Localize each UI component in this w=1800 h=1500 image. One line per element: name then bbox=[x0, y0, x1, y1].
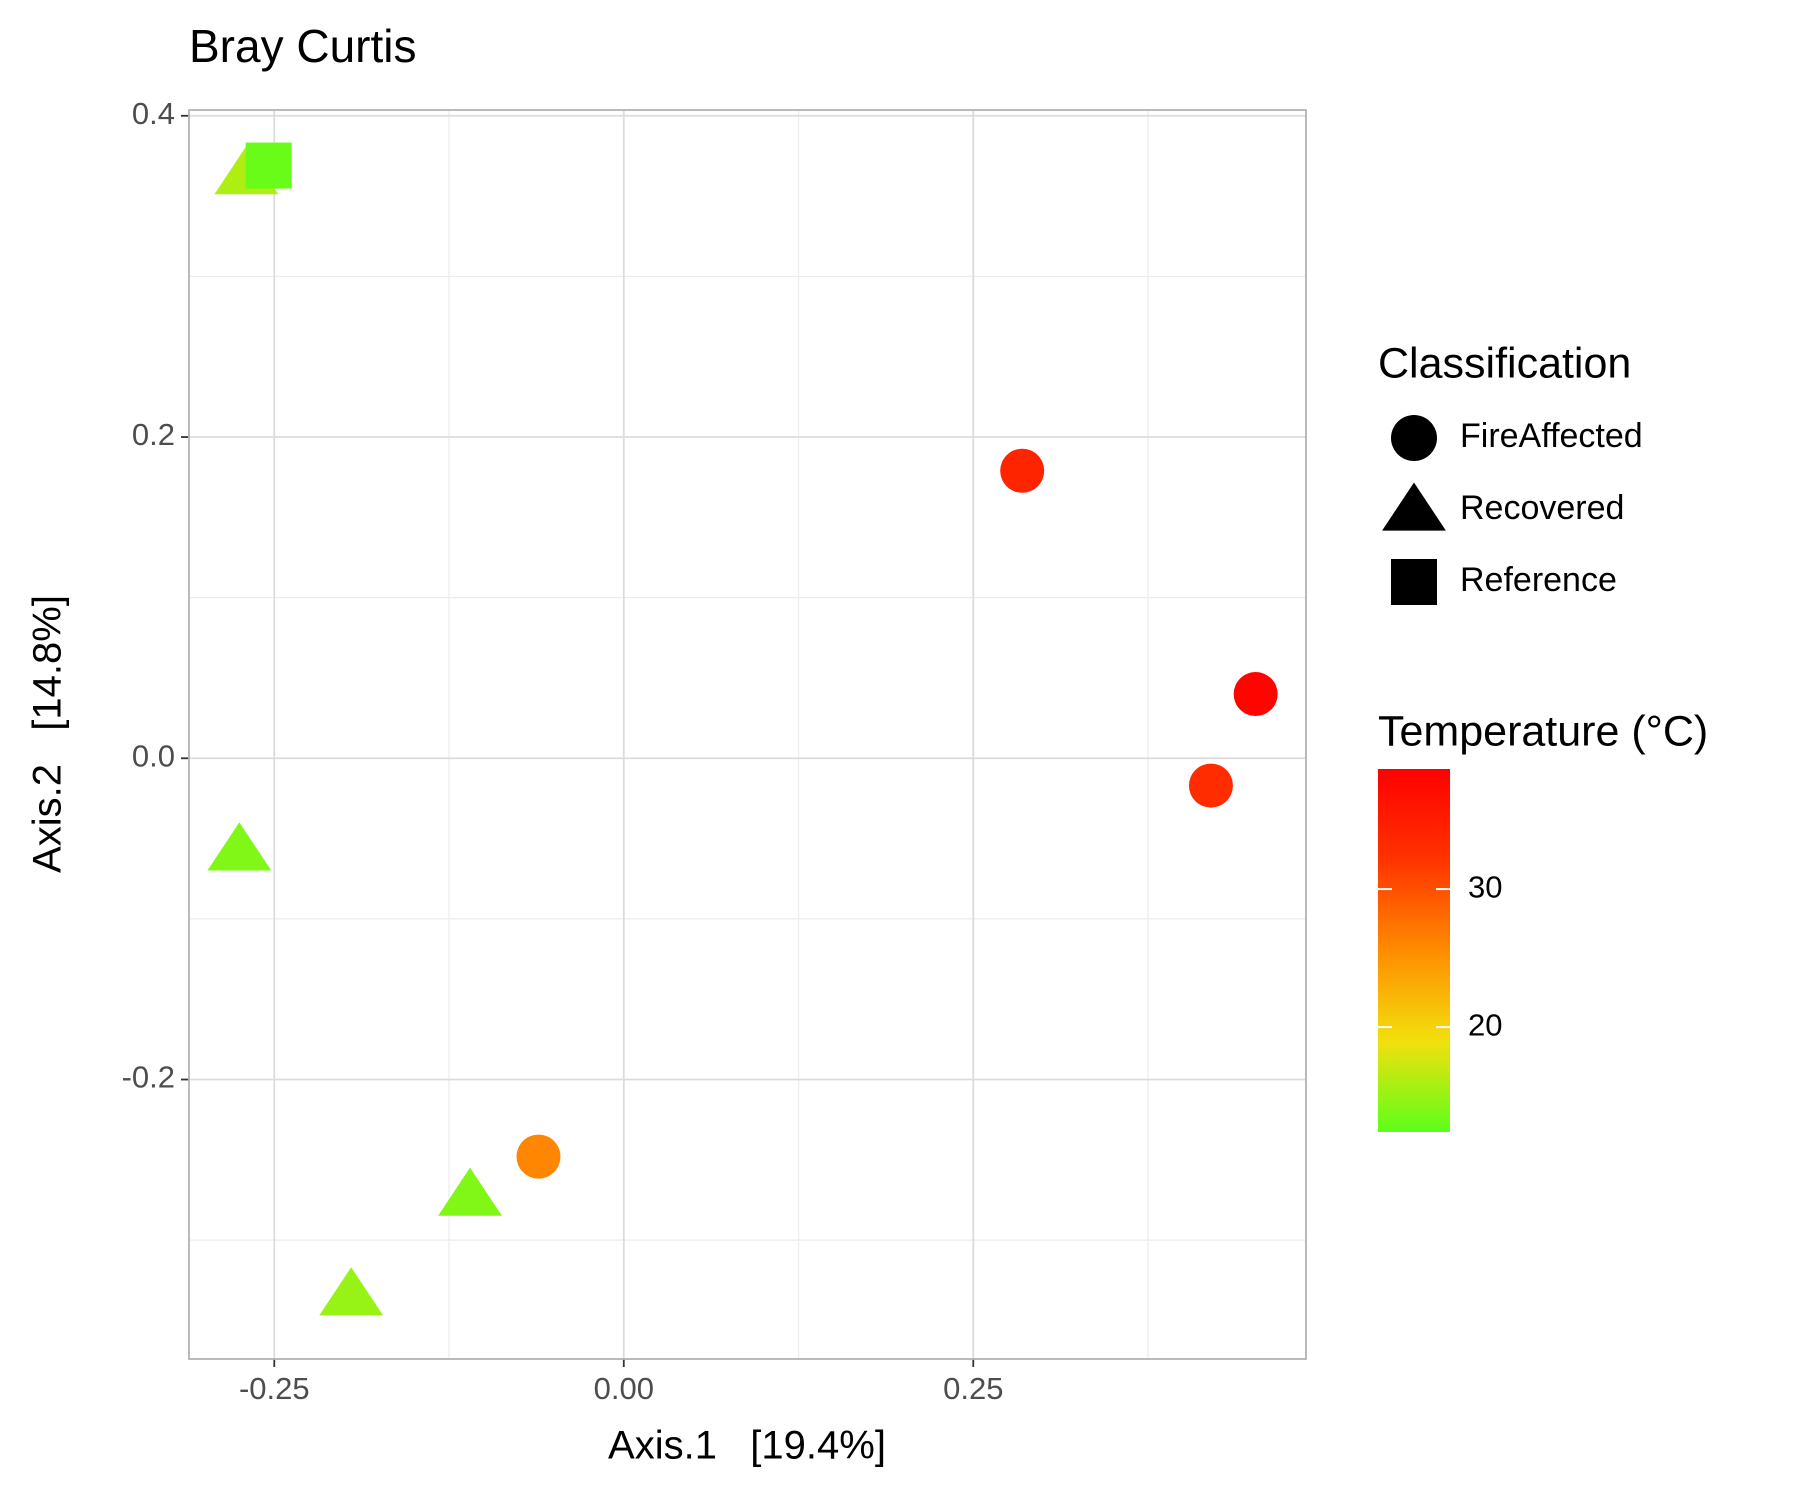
shape-legend-title: Classification bbox=[1378, 339, 1631, 387]
colorbar bbox=[1378, 769, 1450, 1132]
y-axis-title: Axis.2 [14.8%] bbox=[26, 595, 70, 873]
x-tick-label: 0.00 bbox=[594, 1371, 654, 1406]
point bbox=[516, 1134, 561, 1179]
colorbar-label: 20 bbox=[1468, 1007, 1502, 1042]
y-tick-label: 0.0 bbox=[132, 738, 175, 773]
legend-symbol bbox=[1391, 415, 1437, 461]
color-legend-title: Temperature (°C) bbox=[1378, 707, 1708, 755]
panel-border bbox=[188, 109, 1307, 1360]
point bbox=[207, 822, 272, 871]
legend-symbol bbox=[1391, 559, 1437, 605]
point bbox=[438, 1167, 502, 1216]
x-tick-label: -0.25 bbox=[239, 1371, 310, 1406]
legend-label: FireAffected bbox=[1460, 417, 1643, 455]
legend-symbol bbox=[1382, 482, 1446, 531]
point bbox=[1233, 672, 1278, 717]
x-tick-label: 0.25 bbox=[943, 1371, 1003, 1406]
legend-label: Reference bbox=[1460, 561, 1617, 599]
point bbox=[319, 1267, 384, 1316]
colorbar-label: 30 bbox=[1468, 869, 1502, 904]
y-tick-label: 0.4 bbox=[132, 96, 175, 131]
point bbox=[245, 142, 292, 189]
point bbox=[1188, 763, 1233, 808]
x-axis-title: Axis.1 [19.4%] bbox=[608, 1424, 886, 1468]
chart-title: Bray Curtis bbox=[189, 20, 416, 72]
legend-label: Recovered bbox=[1460, 489, 1624, 527]
y-tick-label: 0.2 bbox=[132, 417, 175, 452]
point bbox=[1000, 448, 1045, 493]
y-tick-label: -0.2 bbox=[122, 1060, 175, 1095]
